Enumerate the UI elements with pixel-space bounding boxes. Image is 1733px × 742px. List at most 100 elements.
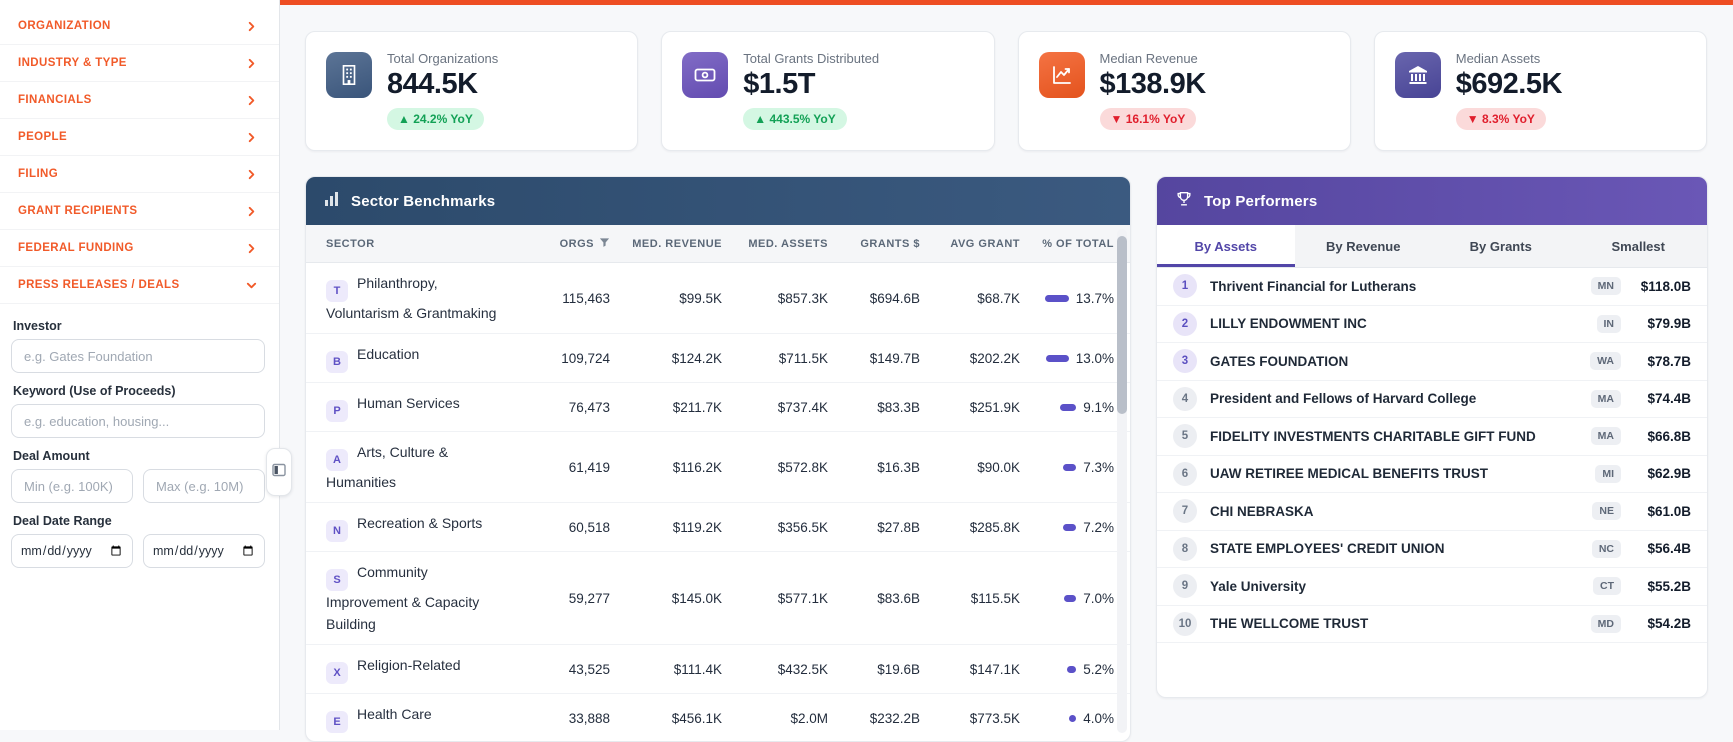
med-revenue-cell: $145.0K <box>671 590 722 606</box>
rank-badge: 8 <box>1173 536 1197 561</box>
deal-amount-max-input[interactable] <box>143 469 265 503</box>
stat-card-value: $1.5T <box>743 68 815 100</box>
top-performer-row[interactable]: 9 Yale University CT $55.2B <box>1157 568 1707 606</box>
organization-name: Thrivent Financial for Lutherans <box>1210 278 1417 294</box>
organization-name: THE WELLCOME TRUST <box>1210 616 1369 632</box>
sector-table-row[interactable]: N Recreation & Sports 60,518 $119.2K $356… <box>306 503 1130 552</box>
pct-total-cell: 7.0% <box>1020 591 1114 606</box>
avg-grant-cell: $285.8K <box>969 519 1020 535</box>
column-header-sector[interactable]: SECTOR <box>326 237 375 250</box>
sector-table-row[interactable]: B Education 109,724 $124.2K $711.5K $149.… <box>306 334 1130 383</box>
med-revenue-cell: $119.2K <box>672 519 722 535</box>
sector-table-header: SECTOR ORGS MED. REVENUE MED. ASSETS GRA… <box>306 225 1130 263</box>
sector-table-row[interactable]: P Human Services 76,473 $211.7K $737.4K $… <box>306 383 1130 432</box>
top-performer-row[interactable]: 1 Thrivent Financial for Lutherans MN $1… <box>1157 268 1707 306</box>
top-performer-row[interactable]: 8 STATE EMPLOYEES' CREDIT UNION NC $56.4… <box>1157 531 1707 568</box>
pct-bar <box>1069 714 1077 722</box>
top-performer-row[interactable]: 10 THE WELLCOME TRUST MD $54.2B <box>1157 606 1707 643</box>
sidebar-item-grant-recipients[interactable]: GRANT RECIPIENTS <box>0 193 279 230</box>
top-performer-row[interactable]: 3 GATES FOUNDATION WA $78.7B <box>1157 343 1707 381</box>
amount-value: $78.7B <box>1647 353 1691 369</box>
med-assets-cell: $432.5K <box>777 661 828 677</box>
sector-name: Health Care <box>357 706 432 722</box>
tab-by-grants[interactable]: By Grants <box>1469 238 1532 254</box>
orgs-cell: 59,277 <box>568 590 610 606</box>
grants-cell: $83.6B <box>877 590 920 606</box>
sidebar-item-federal-funding[interactable]: FEDERAL FUNDING <box>0 230 279 267</box>
avg-grant-cell: $115.5K <box>970 590 1020 606</box>
deal-amount-min-input[interactable] <box>11 469 133 503</box>
rank-badge: 4 <box>1173 386 1197 411</box>
column-header-med-assets[interactable]: MED. ASSETS <box>748 237 828 250</box>
stat-card: Median Assets $692.5K ▼ 8.3% YoY <box>1373 31 1707 151</box>
amount-value: $118.0B <box>1640 278 1691 294</box>
tab-smallest[interactable]: Smallest <box>1611 238 1665 254</box>
rank-badge: 2 <box>1173 311 1197 336</box>
avg-grant-cell: $202.2K <box>969 350 1020 366</box>
sector-table-row[interactable]: T Philanthropy, Voluntarism & Grantmaking… <box>306 263 1130 334</box>
keyword-input[interactable] <box>11 404 265 438</box>
med-revenue-cell: $111.4K <box>673 661 722 677</box>
sidebar-item-filing[interactable]: FILING <box>0 156 279 193</box>
top-performer-row[interactable]: 5 FIDELITY INVESTMENTS CHARITABLE GIFT F… <box>1157 418 1707 456</box>
pct-total-cell: 7.3% <box>1020 460 1114 475</box>
top-performer-row[interactable]: 2 LILLY ENDOWMENT INC IN $79.9B <box>1157 306 1707 343</box>
table-scrollbar-thumb[interactable] <box>1117 236 1127 414</box>
orgs-cell: 109,724 <box>561 350 610 366</box>
grants-cell: $149.7B <box>869 350 920 366</box>
sidebar-collapse-handle[interactable] <box>266 448 292 496</box>
amount-value: $56.4B <box>1647 541 1691 557</box>
sidebar-item-people[interactable]: PEOPLE <box>0 119 279 156</box>
stat-card-value: $138.9K <box>1099 68 1207 100</box>
deal-date-end-input[interactable] <box>143 534 265 568</box>
sector-table-row[interactable]: X Religion-Related 43,525 $111.4K $432.5K… <box>306 645 1130 694</box>
trend-arrow-icon: ▲ <box>754 112 767 127</box>
sidebar-item-organization[interactable]: ORGANIZATION <box>0 8 279 45</box>
sector-code-badge: A <box>326 449 348 471</box>
pct-total-cell: 7.2% <box>1020 520 1114 535</box>
organization-name: FIDELITY INVESTMENTS CHARITABLE GIFT FUN… <box>1210 428 1536 444</box>
grants-cell: $83.3B <box>877 399 920 415</box>
organization-name: Yale University <box>1210 578 1307 594</box>
orgs-cell: 76,473 <box>568 399 610 415</box>
column-header-grants[interactable]: GRANTS $ <box>860 237 920 250</box>
top-performer-row[interactable]: 4 President and Fellows of Harvard Colle… <box>1157 381 1707 418</box>
sector-table-row[interactable]: S Community Improvement & Capacity Buildi… <box>306 552 1130 645</box>
organization-name: CHI NEBRASKA <box>1210 503 1314 519</box>
med-revenue-cell: $116.2K <box>672 459 722 475</box>
investor-input[interactable] <box>11 339 265 373</box>
sector-benchmarks-panel: Sector Benchmarks SECTOR ORGS MED. REVEN… <box>305 176 1131 742</box>
panel-collapse-icon <box>272 463 286 482</box>
pct-total-cell: 4.0% <box>1020 711 1114 726</box>
pct-total-cell: 5.2% <box>1020 662 1114 677</box>
pct-bar <box>1060 403 1077 411</box>
tab-by-assets[interactable]: By Assets <box>1157 225 1295 267</box>
deal-date-inputs <box>11 534 265 568</box>
top-performer-row[interactable]: 6 UAW RETIREE MEDICAL BENEFITS TRUST MI … <box>1157 456 1707 493</box>
top-performers-tabs: By Assets By Revenue By Grants Smallest <box>1157 225 1707 268</box>
sector-code-badge: S <box>326 569 348 591</box>
sector-benchmarks-header: Sector Benchmarks <box>306 177 1130 225</box>
grants-cell: $694.6B <box>869 290 920 306</box>
top-performer-row[interactable]: 7 CHI NEBRASKA NE $61.0B <box>1157 493 1707 531</box>
grants-cell: $232.2B <box>869 710 920 726</box>
sector-table-row[interactable]: A Arts, Culture & Humanities 61,419 $116.… <box>306 432 1130 503</box>
filter-sidebar: ORGANIZATION INDUSTRY & TYPE FINANCIALS … <box>0 0 292 730</box>
column-header-orgs[interactable]: ORGS <box>522 237 610 251</box>
sidebar-item-press-releases-deals[interactable]: PRESS RELEASES / DEALS <box>0 267 279 304</box>
avg-grant-cell: $147.1K <box>969 661 1020 677</box>
deal-date-start-input[interactable] <box>11 534 133 568</box>
column-header-med-revenue[interactable]: MED. REVENUE <box>632 237 722 250</box>
stat-card: Total Grants Distributed $1.5T ▲ 443.5% … <box>661 31 995 151</box>
sector-table-row[interactable]: E Health Care 33,888 $456.1K $2.0M $232.2… <box>306 694 1130 741</box>
sidebar-item-financials[interactable]: FINANCIALS <box>0 82 279 119</box>
rank-badge: 6 <box>1173 461 1197 486</box>
chevron-right-icon <box>246 95 257 106</box>
tab-by-revenue[interactable]: By Revenue <box>1326 238 1401 254</box>
column-header-avg-grant[interactable]: AVG GRANT <box>950 237 1020 250</box>
state-badge: MD <box>1590 614 1621 633</box>
top-performers-list: 1 Thrivent Financial for Lutherans MN $1… <box>1157 268 1707 643</box>
column-header-pct-total[interactable]: % OF TOTAL <box>1042 237 1114 250</box>
grants-cell: $16.3B <box>877 459 920 475</box>
sidebar-item-industry-type[interactable]: INDUSTRY & TYPE <box>0 45 279 82</box>
